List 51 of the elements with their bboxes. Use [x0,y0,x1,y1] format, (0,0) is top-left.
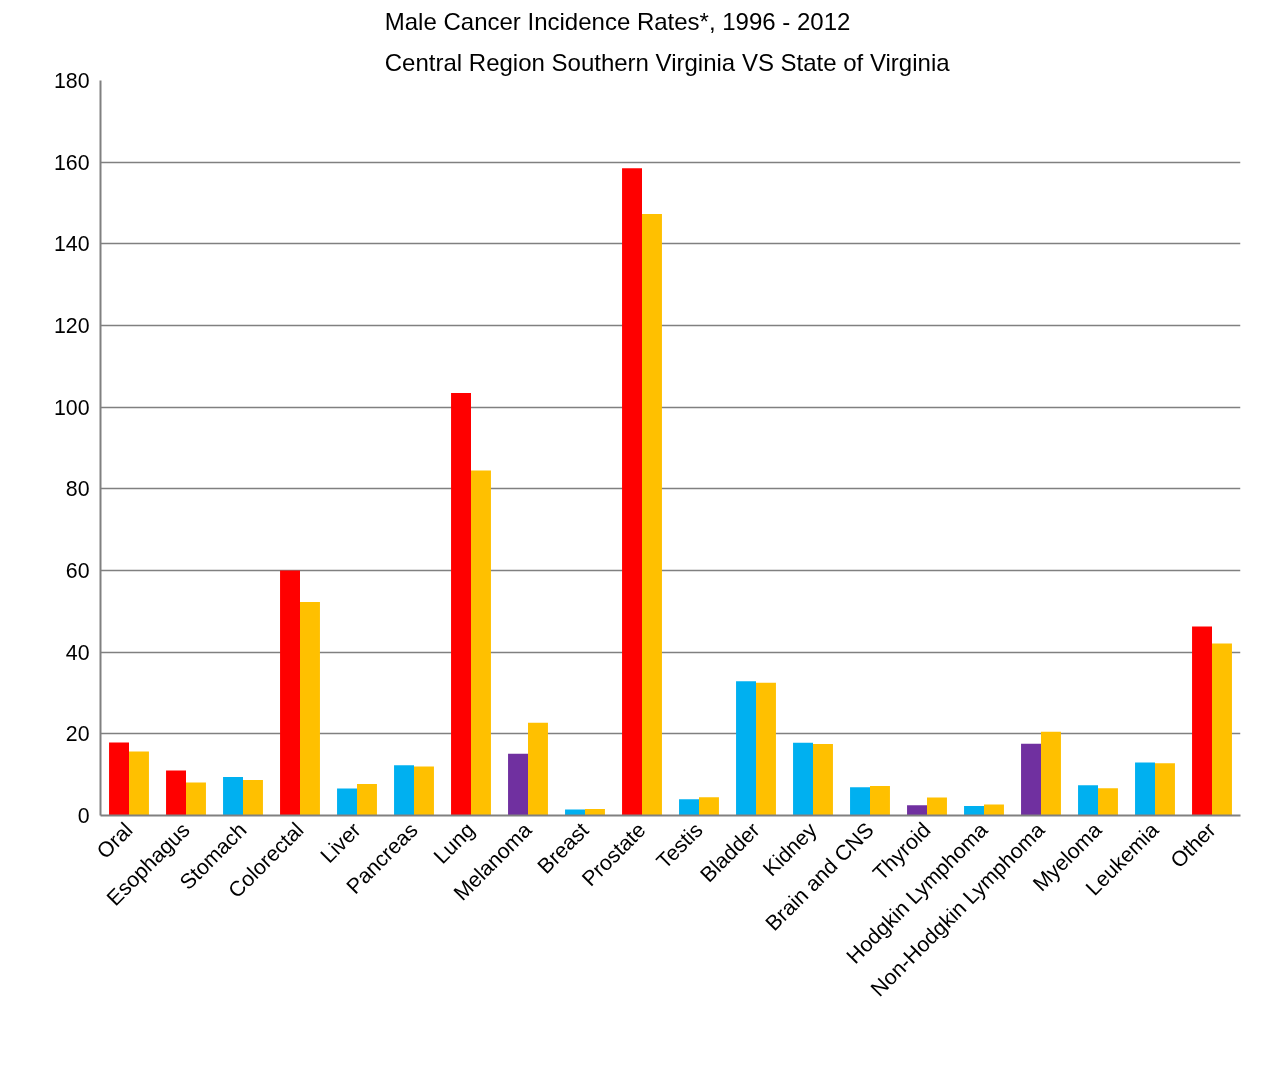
bar [1078,785,1098,816]
bar [129,751,149,816]
y-tick-label: 180 [53,69,90,93]
y-tick-label: 120 [53,314,90,338]
bar [565,809,585,816]
bar [622,168,642,816]
bar [1021,743,1041,816]
bar [394,765,414,816]
bar [186,782,206,816]
bar [508,753,528,816]
chart-title: Male Cancer Incidence Rates*, 1996 - 2012 Central Region Southern Virginia VS State of Virginia [384,8,951,76]
bar [1041,731,1061,816]
bar [528,722,548,816]
bar [243,779,263,816]
bar [984,804,1004,816]
bar [850,787,870,816]
bar [1098,788,1118,816]
bar [337,788,357,816]
bar [300,601,320,816]
y-tick-label: 80 [65,477,90,502]
bar [736,681,756,816]
y-tick-label: 60 [65,559,90,583]
bar [357,784,377,816]
y-tick-label: 40 [65,640,90,665]
y-tick-label: 100 [53,395,90,420]
y-tick-label: 20 [65,722,90,747]
bar [813,744,833,816]
bar [907,805,927,816]
bar [699,797,719,816]
bar [756,682,776,816]
y-tick-label: 0 [77,804,90,828]
bar [280,570,300,816]
bar [870,786,890,816]
bar [585,808,605,816]
bar [964,806,984,816]
bar [1155,763,1175,816]
bar [471,470,491,816]
y-tick-label: 160 [53,150,90,175]
y-tick-label: 140 [53,232,90,257]
bar [109,742,129,816]
bar [1212,643,1232,816]
bar [451,392,471,816]
bar [927,797,947,816]
bar [679,799,699,816]
bar [642,214,662,816]
bar [223,777,243,816]
bar [1135,762,1155,816]
bar [414,766,434,816]
bar [1192,626,1212,816]
bar [793,742,813,816]
bar [166,770,186,816]
